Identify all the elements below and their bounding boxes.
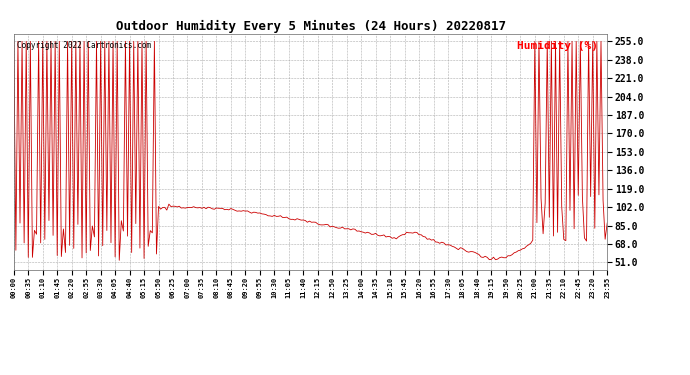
Title: Outdoor Humidity Every 5 Minutes (24 Hours) 20220817: Outdoor Humidity Every 5 Minutes (24 Hou… bbox=[115, 20, 506, 33]
Text: Humidity (%): Humidity (%) bbox=[518, 41, 598, 51]
Text: Copyright 2022 Cartronics.com: Copyright 2022 Cartronics.com bbox=[17, 41, 151, 50]
